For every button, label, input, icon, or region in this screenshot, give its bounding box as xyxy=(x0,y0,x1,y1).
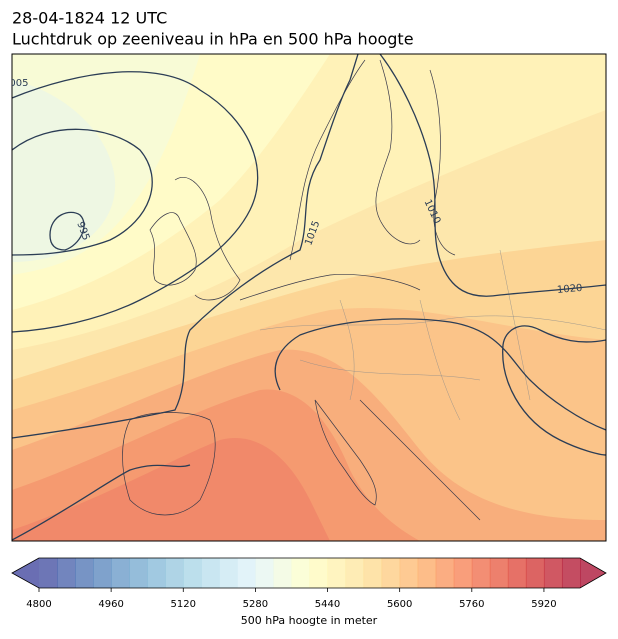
colorbar-cell xyxy=(147,558,166,588)
colorbar-cell xyxy=(453,558,473,588)
colorbar-cell xyxy=(39,558,58,588)
colorbar-cell xyxy=(291,558,310,588)
colorbar-cell xyxy=(201,558,220,588)
colorbar-cell xyxy=(273,558,292,588)
colorbar-cell xyxy=(561,558,581,588)
subtitle: Luchtdruk op zeeniveau in hPa en 500 hPa… xyxy=(12,30,414,49)
colorbar-cell xyxy=(543,558,563,588)
colorbar-cell xyxy=(471,558,491,588)
colorbar-outline xyxy=(11,557,607,589)
colorbar-cell xyxy=(129,558,148,588)
colorbar-cell xyxy=(255,558,274,588)
colorbar-cell xyxy=(75,558,94,588)
colorbar-tick-label: 5600 xyxy=(387,599,412,610)
colorbar-cell xyxy=(345,558,365,588)
colorbar-cell xyxy=(399,558,419,588)
colorbar-cell xyxy=(165,558,184,588)
colorbar-cell xyxy=(219,558,238,588)
colorbar-tick-label: 5120 xyxy=(171,599,196,610)
colorbar-cell xyxy=(381,558,401,588)
map-frame xyxy=(11,53,607,542)
title: 28-04-1824 12 UTC xyxy=(12,9,167,28)
colorbar-tick-label: 5760 xyxy=(459,599,484,610)
colorbar: 4800 4960 5120 5280 5440 5600 5760 5920 xyxy=(11,557,607,610)
map xyxy=(12,54,606,541)
colorbar-cell xyxy=(93,558,112,588)
colorbar-cell xyxy=(417,558,437,588)
colorbar-cell xyxy=(309,558,329,588)
colorbar-tick-label: 4960 xyxy=(98,599,123,610)
colorbar-cell xyxy=(435,558,455,588)
colorbar-cell xyxy=(237,558,256,588)
colorbar-cell xyxy=(363,558,383,588)
colorbar-extend-low xyxy=(12,558,39,588)
contour-label: 1020 xyxy=(557,283,583,296)
colorbar-cell xyxy=(507,558,527,588)
colorbar-tick-label: 4800 xyxy=(26,599,51,610)
colorbar-cell xyxy=(525,558,545,588)
contour-label: 1005 xyxy=(3,78,28,89)
colorbar-tick-label: 5920 xyxy=(531,599,556,610)
colorbar-tick-label: 5280 xyxy=(243,599,268,610)
colorbar-tick-label: 5440 xyxy=(315,599,340,610)
colorbar-extend-high xyxy=(580,558,606,588)
colorbar-cell xyxy=(183,558,202,588)
colorbar-cell xyxy=(57,558,76,588)
colorbar-cell xyxy=(327,558,347,588)
colorbar-cell xyxy=(489,558,509,588)
colorbar-label: 500 hPa hoogte in meter xyxy=(241,614,378,627)
colorbar-cell xyxy=(111,558,130,588)
